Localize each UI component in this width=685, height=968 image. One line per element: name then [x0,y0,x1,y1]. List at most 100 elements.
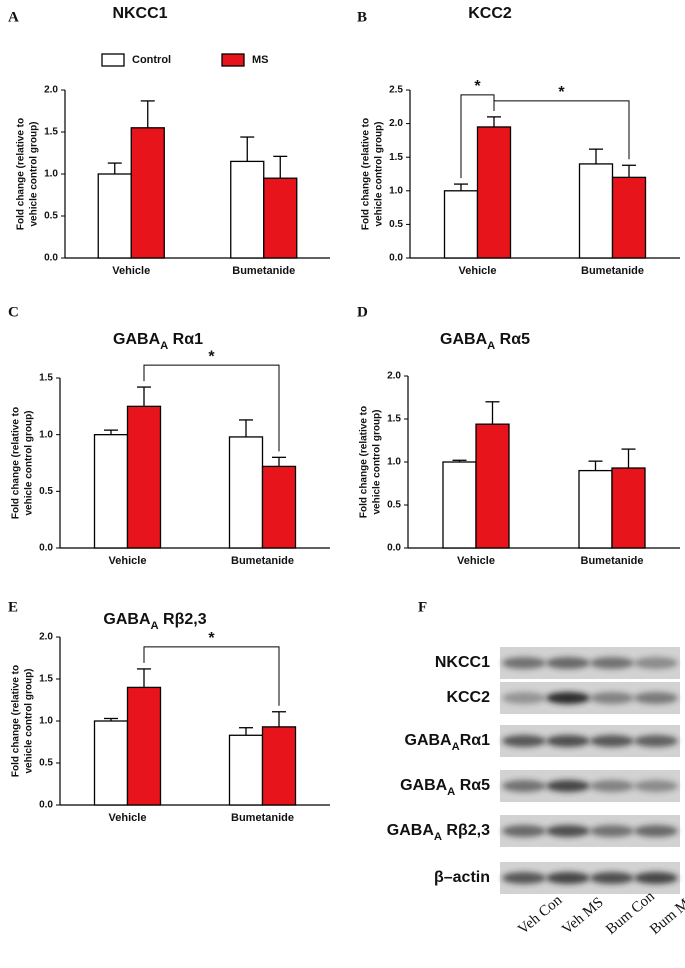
blot-row-label-part: GABA [405,732,453,749]
blot-band [634,692,678,704]
blot-band [590,872,634,884]
blot-band [590,825,634,837]
significance-bracket [143,364,280,452]
panel-letter: D [357,304,368,320]
blot-band [634,825,678,837]
legend-swatch [101,53,125,67]
blot-band [590,692,634,704]
y-tick-label: 1.0 [39,716,53,727]
y-axis-label: Fold change (relative to [361,118,372,230]
x-tick-label: Vehicle [109,555,147,567]
blot-row-label-part: GABA [387,822,435,839]
bar [476,126,512,259]
x-tick-label: Vehicle [457,555,495,567]
significance-bracket [493,100,630,160]
y-axis-label: vehicle control group) [372,409,383,514]
y-tick-label: 2.0 [387,371,401,382]
x-tick-label: Vehicle [459,265,497,277]
panel-letter: F [418,599,427,615]
significance-label: * [558,84,565,101]
bar [93,720,129,806]
y-tick-label: 1.0 [389,185,403,196]
blot-row-label-part: Rα1 [460,732,490,749]
chart-title: GABAA Rα5 [440,331,530,352]
bar [230,160,265,259]
y-tick-label: 1.5 [44,127,58,138]
blot-band [634,735,678,747]
blot-row-label-part: A [447,786,455,798]
blot-band [546,780,590,792]
y-tick-label: 1.5 [389,152,403,163]
blot-band [634,657,678,669]
significance-label: * [474,78,481,95]
legend-swatch [221,53,245,67]
blot-band [546,657,590,669]
panel-letter: E [8,599,18,615]
bar [228,734,264,806]
blot-band [546,825,590,837]
chart-title-part: GABA [440,331,488,348]
blot-row-label-part: A [452,741,460,753]
blot-band [546,735,590,747]
y-axis-label: Fold change (relative to [16,118,27,230]
bar [126,405,162,549]
panel-letter: B [357,9,367,25]
y-tick-label: 2.5 [389,85,403,96]
bar [130,127,165,259]
y-axis-label: vehicle control group) [374,121,385,226]
blot-band [502,872,546,884]
y-tick-label: 2.0 [39,632,53,643]
blot-row-label: KCC2 [446,689,490,706]
blot-row-label: GABAA Rβ2,3 [387,822,490,843]
blot-band [502,657,546,669]
x-tick-label: Bumetanide [581,555,644,567]
blot-row-label: GABAA Rα5 [400,777,490,798]
bar [261,465,297,549]
blot-row-label-part: A [434,831,442,843]
legend-label: Control [132,54,171,66]
blot-band [590,780,634,792]
y-axis-label: vehicle control group) [24,668,35,773]
x-tick-label: Vehicle [112,265,150,277]
significance-label: * [208,348,215,365]
y-axis-label: Fold change (relative to [11,665,22,777]
y-tick-label: 0.0 [39,800,53,811]
chart-title-part: NKCC1 [112,5,167,22]
chart-title: NKCC1 [112,5,167,22]
blot-row-label: GABAARα1 [405,732,491,753]
blot-row-label-part: NKCC1 [435,654,490,671]
y-tick-label: 1.0 [387,457,401,468]
blot-band [502,825,546,837]
x-tick-label: Bumetanide [231,555,294,567]
chart-title-part: Rβ2,3 [159,611,207,628]
bar [611,467,646,549]
panel-letter: C [8,304,19,320]
y-tick-label: 1.5 [39,674,53,685]
blot-row-label-part: Rβ2,3 [442,822,490,839]
chart-title: GABAA Rα1 [113,331,203,352]
x-tick-label: Vehicle [109,812,147,824]
chart-title-part: A [487,340,495,352]
blot-band [634,872,678,884]
blot-band [546,692,590,704]
y-tick-label: 0.5 [39,486,53,497]
bar [611,176,647,259]
blot-row-label-part: KCC2 [446,689,490,706]
y-tick-label: 2.0 [389,118,403,129]
blot-band [634,780,678,792]
y-tick-label: 1.0 [39,429,53,440]
bar [475,423,510,549]
chart-title-part: GABA [103,611,151,628]
bar [263,177,298,259]
bar [578,469,613,549]
blot-band [546,872,590,884]
bar [261,726,297,806]
chart-title: KCC2 [468,5,512,22]
bar [93,434,129,549]
chart-title-part: GABA [113,331,161,348]
x-tick-label: Bumetanide [231,812,294,824]
y-tick-label: 1.5 [39,373,53,384]
significance-label: * [208,630,215,647]
chart-title-part: Rα5 [495,331,530,348]
blot-band [502,735,546,747]
